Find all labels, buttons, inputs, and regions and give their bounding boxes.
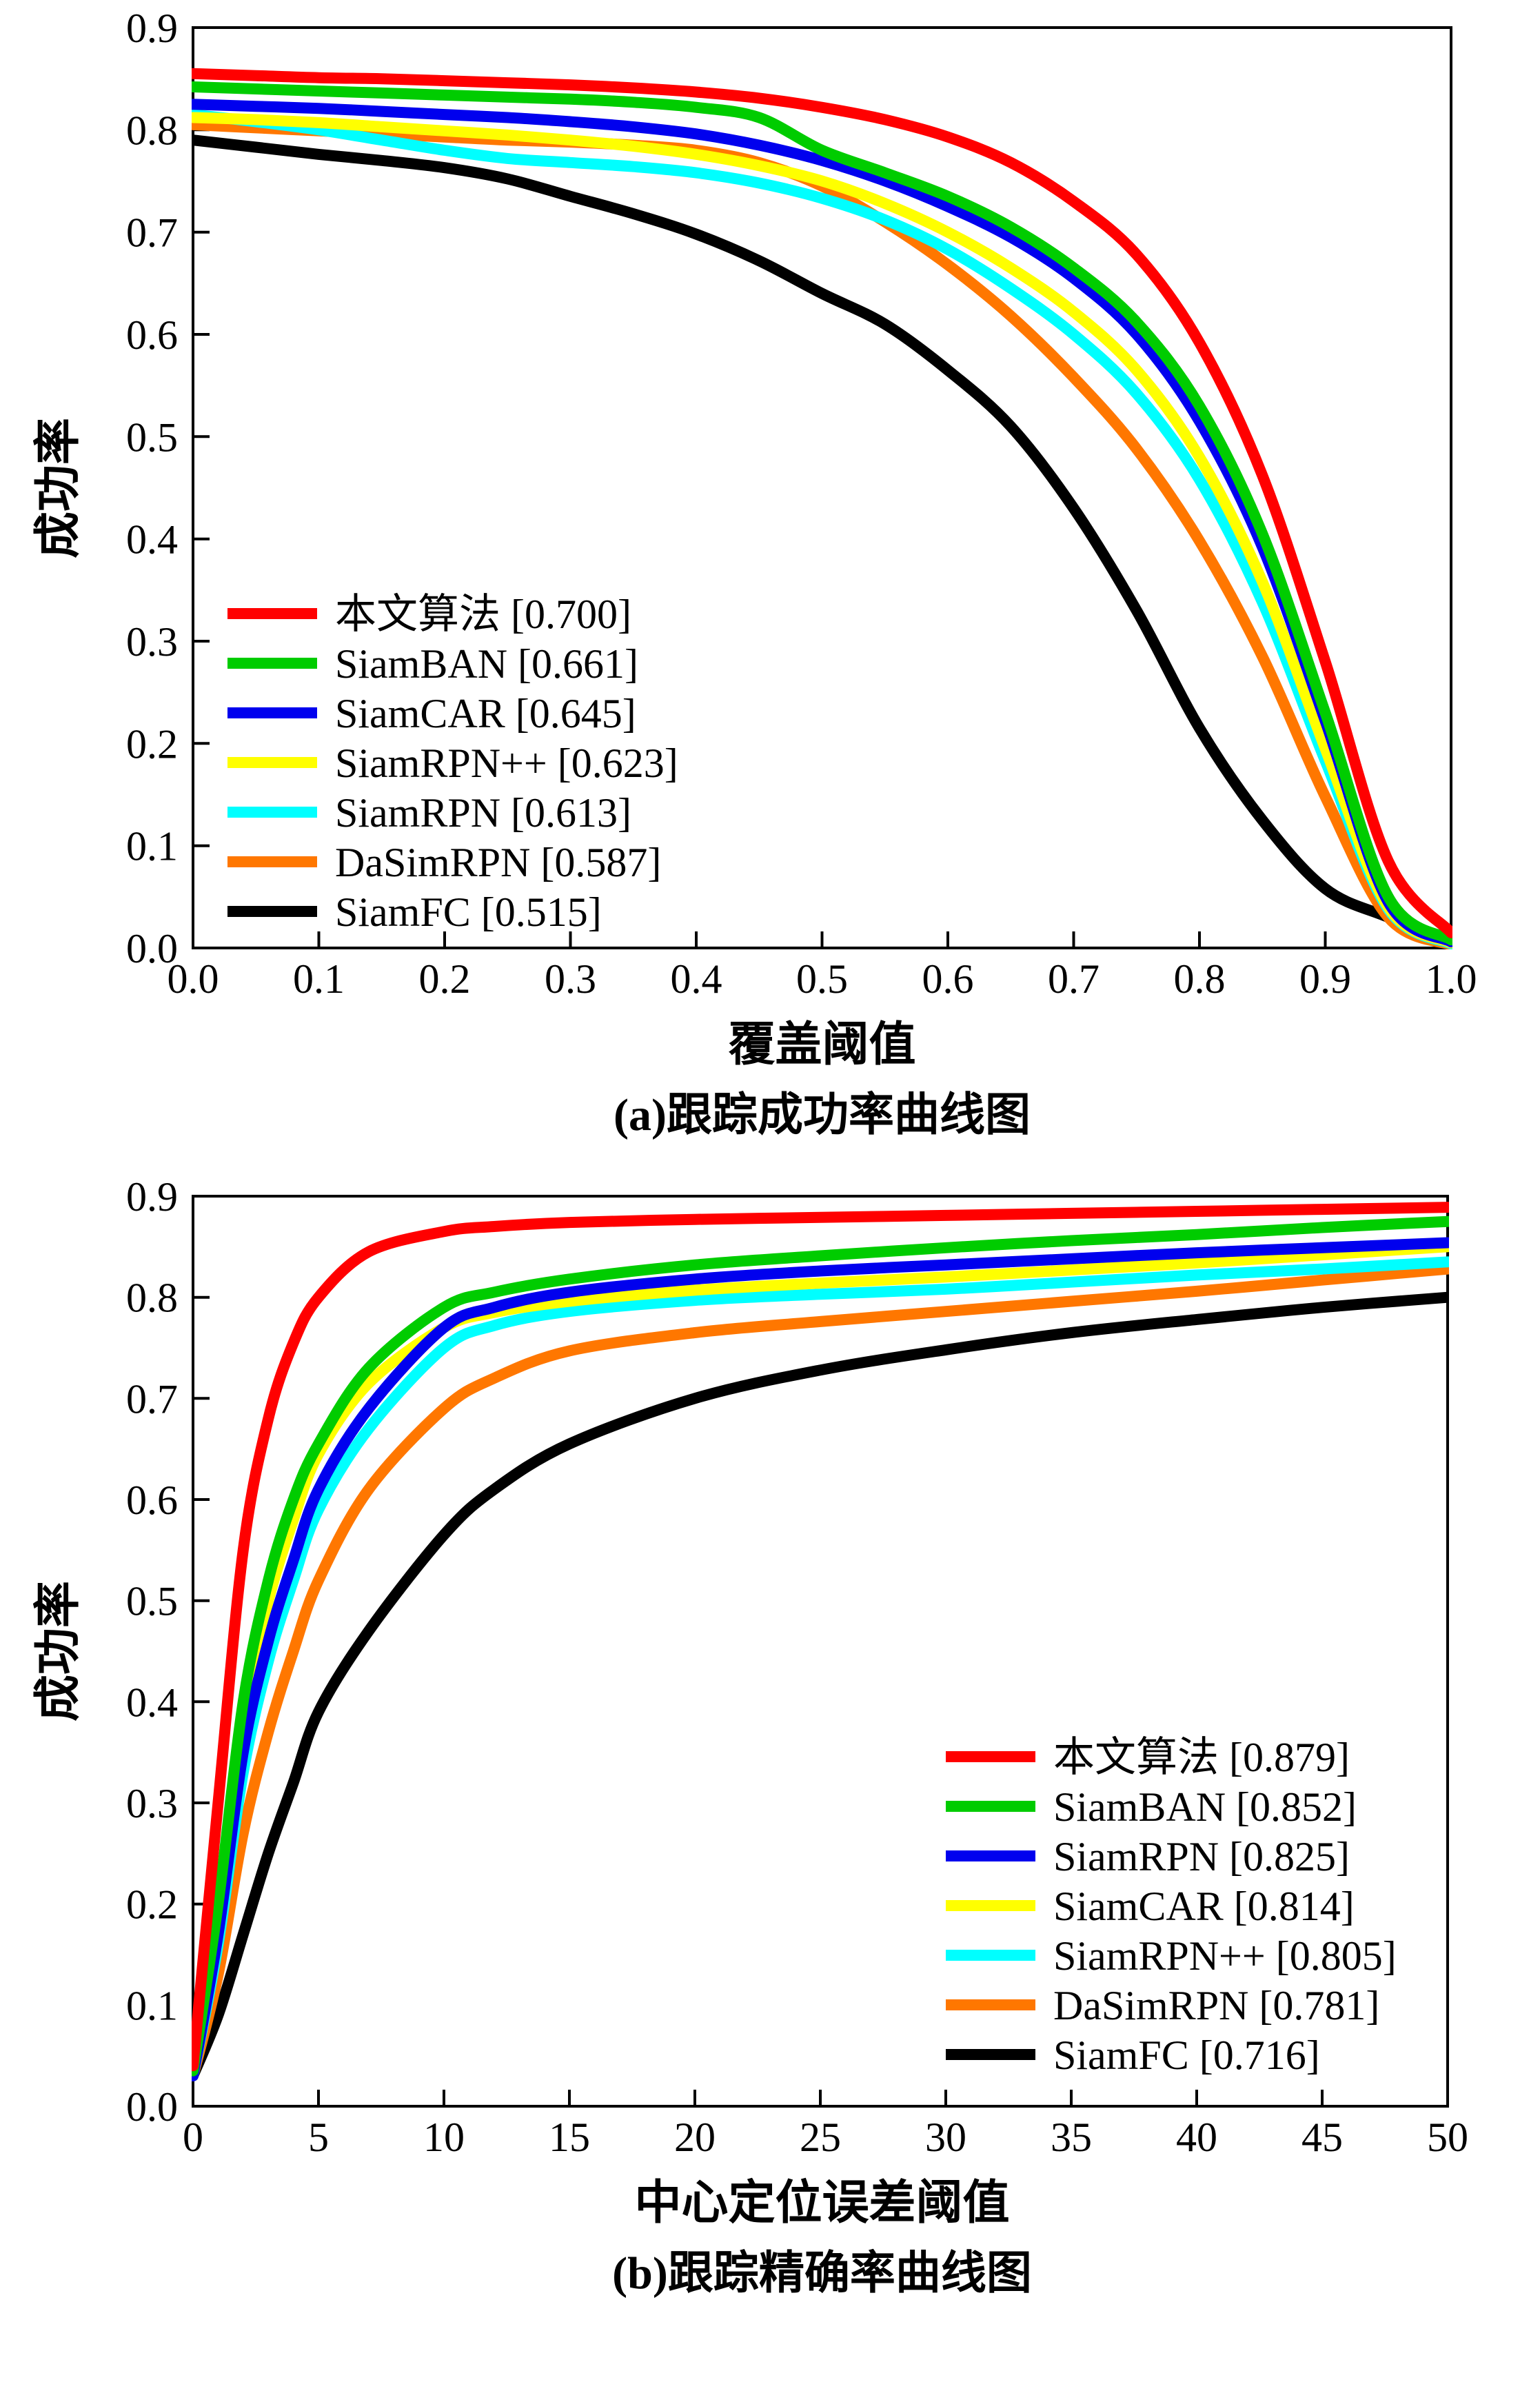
curve-ours — [192, 1202, 1449, 2072]
x-tick-label: 0.2 — [419, 956, 471, 1002]
y-tick-label: 0.6 — [126, 1477, 178, 1523]
legend-label-siamban: SiamBAN [0.661] — [335, 641, 638, 687]
legend: 本文算法 [0.700]SiamBAN [0.661]SiamCAR [0.64… — [227, 592, 678, 935]
y-tick-label: 0.3 — [126, 1781, 178, 1826]
success-x-axis-title: 覆盖阈值 — [728, 1018, 916, 1071]
legend-label-siamcar: SiamCAR [0.645] — [335, 691, 636, 736]
curve-siamban — [192, 1215, 1449, 2077]
x-tick-label: 0.7 — [1048, 956, 1100, 1002]
x-tick-label: 0.3 — [545, 956, 596, 1002]
x-tick-label: 30 — [925, 2114, 966, 2160]
curve-siamrpnpp — [192, 112, 1452, 949]
curve-dasimrpn — [192, 1263, 1449, 2081]
success-rate-chart-block: 0.0 0.1 0.2 0.3 0.4 0.5 0.6 0.7 0.8 0.9 1.0 0.0 0.1 0… — [0, 0, 1540, 1158]
x-tick-label: 1.0 — [1426, 956, 1477, 1002]
y-tick-label: 0.9 — [126, 1174, 178, 1220]
legend: 本文算法 [0.879]SiamBAN [0.852]SiamRPN [0.82… — [946, 1735, 1397, 2078]
x-tick-label: 45 — [1301, 2114, 1343, 2160]
x-tick-label: 5 — [308, 2114, 329, 2160]
y-tick-label: 0.0 — [126, 2084, 178, 2130]
success-rate-plot: 0.0 0.1 0.2 0.3 0.4 0.5 0.6 0.7 0.8 0.9 1.0 0.0 0.1 0… — [32, 6, 1477, 1002]
x-tick-label: 10 — [423, 2114, 465, 2160]
x-tick-label: 0.9 — [1299, 956, 1351, 1002]
precision-x-axis-title: 中心定位误差阈值 — [634, 2177, 1010, 2229]
curve-siamrpn — [192, 1237, 1449, 2081]
legend-label-siamrpnpp: SiamRPN++ [0.623] — [335, 740, 678, 786]
x-tick-label: 0.4 — [671, 956, 722, 1002]
curve-siamban — [192, 81, 1452, 946]
x-tick-label: 0.8 — [1174, 956, 1226, 1002]
x-tick-label: 40 — [1176, 2114, 1217, 2160]
y-tick-label: 0.4 — [126, 1679, 178, 1725]
y-tick-label: 0.9 — [126, 6, 178, 51]
legend-entry-siamcar: SiamCAR [0.814] — [946, 1884, 1355, 1929]
y-tick-label: 0.6 — [126, 312, 178, 358]
legend-label-siamcar: SiamCAR [0.814] — [1053, 1884, 1355, 1929]
y-tick-label: 0.2 — [126, 721, 178, 767]
legend-label-siamrpn: SiamRPN [0.613] — [335, 790, 631, 836]
legend-entry-siamfc: SiamFC [0.716] — [946, 2032, 1320, 2078]
legend-entry-siamrpn: SiamRPN [0.613] — [227, 790, 631, 836]
legend-entry-siamrpnpp: SiamRPN++ [0.805] — [946, 1933, 1397, 1979]
y-tick-label: 0.8 — [126, 108, 178, 153]
precision-chart-block: 0 5 10 15 20 25 30 35 40 45 50 0.0 0.1 0.2 0.3 0.4 0.5 0.… — [0, 1158, 1540, 2317]
x-tick-label: 25 — [800, 2114, 841, 2160]
x-tick-label: 20 — [674, 2114, 716, 2160]
y-axis-title: 成功率 — [32, 418, 84, 558]
x-tick-label: 50 — [1427, 2114, 1468, 2160]
y-tick-label: 0.1 — [126, 1983, 178, 2028]
y-tick-label: 0.5 — [126, 1579, 178, 1624]
legend-entry-siamfc: SiamFC [0.515] — [227, 889, 602, 935]
x-tick-label: 0.1 — [293, 956, 345, 1002]
legend-entry-siamcar: SiamCAR [0.645] — [227, 691, 636, 736]
x-tick-label: 0.5 — [796, 956, 848, 1002]
legend-label-ours: 本文算法 [0.700] — [335, 592, 631, 637]
legend-entry-dasimrpn: DaSimRPN [0.781] — [946, 1983, 1379, 2028]
legend-entry-siamban: SiamBAN [0.852] — [946, 1784, 1357, 1830]
x-tick-label: 0.0 — [168, 956, 219, 1002]
legend-label-ours: 本文算法 [0.879] — [1053, 1735, 1350, 1780]
legend-label-siamban: SiamBAN [0.852] — [1053, 1784, 1357, 1830]
legend-entry-siamban: SiamBAN [0.661] — [227, 641, 638, 687]
y-tick-label: 0.0 — [126, 926, 178, 971]
x-tick-label: 35 — [1051, 2114, 1092, 2160]
y-tick-label: 0.4 — [126, 517, 178, 563]
y-tick-label: 0.5 — [126, 414, 178, 460]
curve-ours — [192, 68, 1452, 938]
success-caption: (a)跟踪成功率曲线图 — [614, 1090, 1031, 1140]
legend-entry-siamrpn: SiamRPN [0.825] — [946, 1834, 1350, 1879]
legend-entry-siamrpnpp: SiamRPN++ [0.623] — [227, 740, 678, 786]
x-tick-label: 0 — [183, 2114, 203, 2160]
legend-label-siamfc: SiamFC [0.515] — [335, 889, 602, 935]
x-tick-label: 15 — [549, 2114, 590, 2160]
precision-plot: 0 5 10 15 20 25 30 35 40 45 50 0.0 0.1 0.2 0.3 0.4 0.5 0.… — [32, 1174, 1468, 2160]
y-axis-title: 成功率 — [32, 1581, 84, 1722]
precision-caption: (b)跟踪精确率曲线图 — [612, 2248, 1032, 2299]
legend-entry-ours: 本文算法 [0.700] — [227, 592, 631, 637]
y-tick-label: 0.3 — [126, 619, 178, 665]
curve-siamrpn — [192, 109, 1452, 949]
y-tick-label: 0.1 — [126, 824, 178, 869]
y-tick-label: 0.7 — [126, 1376, 178, 1422]
legend-label-siamrpnpp: SiamRPN++ [0.805] — [1053, 1933, 1397, 1979]
curve-siamfc — [192, 134, 1452, 949]
legend-label-siamfc: SiamFC [0.716] — [1053, 2032, 1320, 2078]
legend-entry-ours: 本文算法 [0.879] — [946, 1735, 1350, 1780]
y-tick-label: 0.2 — [126, 1882, 178, 1928]
curve-siamfc — [192, 1291, 1449, 2081]
y-tick-label: 0.8 — [126, 1275, 178, 1321]
legend-entry-dasimrpn: DaSimRPN [0.587] — [227, 840, 661, 885]
legend-label-siamrpn: SiamRPN [0.825] — [1053, 1834, 1350, 1879]
x-tick-label: 0.6 — [922, 956, 974, 1002]
y-tick-label: 0.7 — [126, 210, 178, 256]
legend-label-dasimrpn: DaSimRPN [0.781] — [1053, 1983, 1379, 2028]
legend-label-dasimrpn: DaSimRPN [0.587] — [335, 840, 661, 885]
